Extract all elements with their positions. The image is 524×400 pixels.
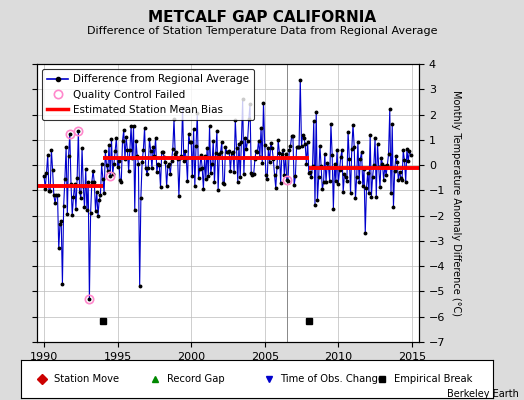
Legend: Difference from Regional Average, Quality Control Failed, Estimated Station Mean: Difference from Regional Average, Qualit…	[42, 69, 254, 120]
Text: Record Gap: Record Gap	[167, 374, 225, 384]
Text: METCALF GAP CALIFORNIA: METCALF GAP CALIFORNIA	[148, 10, 376, 25]
Text: Empirical Break: Empirical Break	[394, 374, 472, 384]
Y-axis label: Monthly Temperature Anomaly Difference (°C): Monthly Temperature Anomaly Difference (…	[451, 90, 461, 316]
Text: Station Move: Station Move	[54, 374, 119, 384]
Text: Difference of Station Temperature Data from Regional Average: Difference of Station Temperature Data f…	[87, 26, 437, 36]
Text: Time of Obs. Change: Time of Obs. Change	[280, 374, 385, 384]
Text: Berkeley Earth: Berkeley Earth	[447, 389, 519, 399]
